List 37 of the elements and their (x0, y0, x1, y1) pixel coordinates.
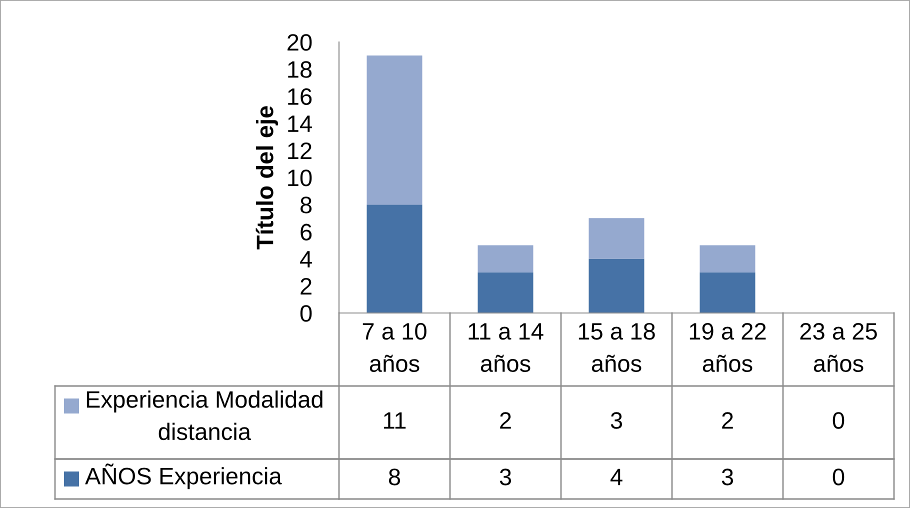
data-label: 3 (722, 468, 734, 486)
bar (478, 272, 534, 313)
data-label: 0 (832, 412, 844, 429)
x-tick-label: 19 a 22 años (690, 322, 766, 372)
data-label: 8 (388, 468, 400, 486)
data-label: 3 (610, 412, 622, 429)
bar (366, 204, 422, 313)
legend-label: AÑOS Experiencia (85, 464, 282, 490)
data-label: 2 (722, 412, 733, 429)
y-tick-label: 2 (300, 278, 312, 294)
y-tick-label: 0 (300, 305, 312, 322)
x-tick-label: 23 a 25 años (800, 322, 877, 372)
data-label: 0 (832, 468, 844, 486)
data-label: 2 (500, 412, 511, 429)
x-tick-label: 15 a 18 años (578, 322, 655, 372)
bar (588, 218, 644, 259)
y-tick-label: 20 (288, 34, 312, 51)
data-label: 4 (610, 468, 622, 486)
y-tick-label: 4 (300, 251, 312, 268)
bar (588, 258, 644, 313)
bar (700, 272, 756, 313)
y-tick-label: 18 (288, 61, 312, 78)
y-axis-title: Título del eje (256, 106, 278, 250)
y-tick-label: 10 (288, 170, 312, 186)
bar (478, 245, 534, 272)
bar (366, 56, 422, 205)
data-label: 11 (384, 412, 406, 429)
y-tick-label: 12 (288, 142, 312, 159)
y-tick-label: 16 (288, 88, 312, 105)
x-tick-label: 7 a 10 años (362, 322, 426, 372)
y-tick-label: 14 (288, 116, 312, 132)
y-tick-label: 8 (300, 196, 312, 214)
data-label: 3 (500, 468, 512, 486)
bar (700, 245, 756, 272)
legend-label: Experiencia Modalidad distancia (86, 390, 322, 440)
y-tick-label: 6 (300, 224, 312, 240)
x-tick-label: 11 a 14 años (468, 323, 544, 372)
